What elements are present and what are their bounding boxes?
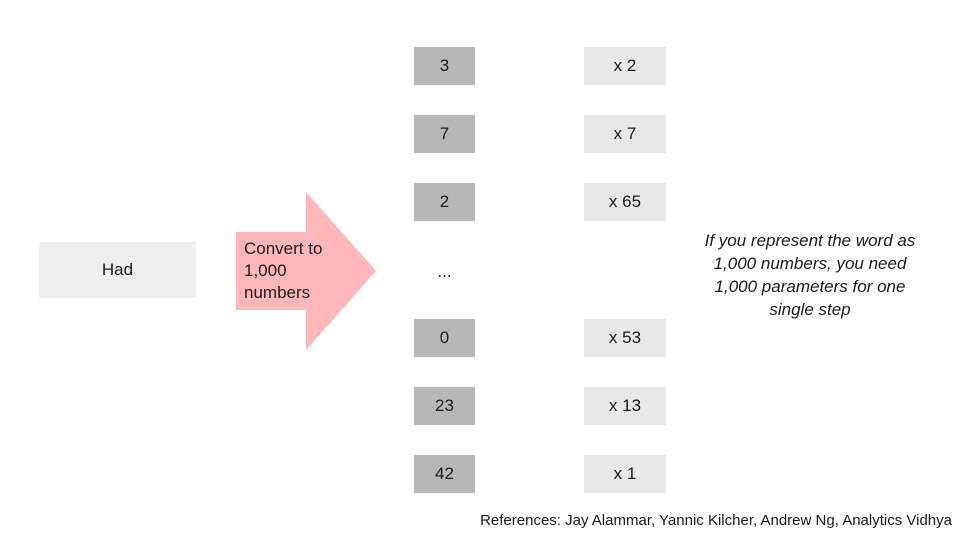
ellipsis: ... <box>437 262 452 281</box>
multiplier-value: x 1 <box>613 464 637 483</box>
multiplier-value: x 13 <box>608 396 642 415</box>
arrow-shape <box>236 192 376 350</box>
number-value: 2 <box>439 192 450 211</box>
multiplier-box: x 7 <box>584 115 666 153</box>
number-box: 0 <box>414 319 475 357</box>
number-value: 3 <box>439 56 450 75</box>
arrow-label-line-2: 1,000 <box>244 261 287 280</box>
multiplier-box: x 53 <box>584 319 666 357</box>
convert-arrow: Convert to 1,000 numbers <box>236 192 376 350</box>
multiplier-box: x 13 <box>584 387 666 425</box>
multiplier-box: x 1 <box>584 455 666 493</box>
number-value: 7 <box>439 124 450 143</box>
multiplier-box: x 65 <box>584 183 666 221</box>
number-value: 0 <box>439 328 450 347</box>
multiplier-box: x 2 <box>584 47 666 85</box>
number-value: 23 <box>435 396 454 415</box>
number-box: 3 <box>414 47 475 85</box>
multiplier-value: x 2 <box>613 56 637 75</box>
input-word-box: Had <box>39 242 196 298</box>
number-value: 42 <box>435 464 454 483</box>
number-box: 42 <box>414 455 475 493</box>
arrow-label-line-1: Convert to <box>244 239 323 258</box>
multiplier-value: x 65 <box>608 192 642 211</box>
multiplier-value: x 53 <box>608 328 642 347</box>
number-box: 23 <box>414 387 475 425</box>
input-word-label: Had <box>101 260 134 279</box>
arrow-label-line-3: numbers <box>244 283 311 302</box>
number-box: 2 <box>414 183 475 221</box>
convert-arrow-label: Convert to 1,000 numbers <box>244 238 354 304</box>
multiplier-value: x 7 <box>613 124 637 143</box>
number-box: 7 <box>414 115 475 153</box>
references-text: References: Jay Alammar, Yannic Kilcher,… <box>480 512 952 529</box>
parameters-note: If you represent the word as 1,000 numbe… <box>704 231 916 319</box>
